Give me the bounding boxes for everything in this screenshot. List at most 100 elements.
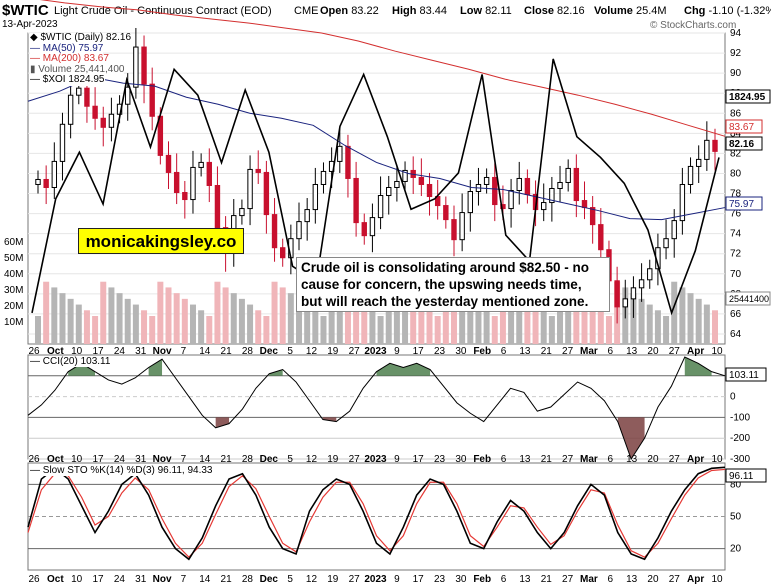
volume-bar [181, 298, 188, 344]
candle-body [541, 202, 547, 211]
date-label: Feb [473, 574, 491, 585]
quote-volume: Volume 25.4M [594, 5, 667, 17]
candle-body [679, 183, 686, 222]
volume-tag-text: 25441400 [729, 294, 769, 304]
candle-body [84, 87, 90, 107]
candle-body [687, 165, 694, 185]
volume-bar [141, 310, 148, 344]
date-label: 2023 [364, 454, 387, 465]
date-label: 21 [221, 346, 233, 357]
volume-bar [450, 287, 457, 344]
volume-bar [516, 293, 523, 344]
volume-bars [35, 281, 718, 344]
volume-bar [573, 293, 580, 344]
volume-bar [597, 310, 604, 344]
candle-body [369, 217, 376, 237]
date-label: 27 [562, 574, 574, 585]
volume-bar [59, 293, 66, 344]
date-label: 5 [287, 574, 293, 585]
xoi-price-tag: 1824.95 [725, 89, 771, 104]
cci-tag-text: 103.11 [729, 370, 759, 381]
sto-d-line [27, 468, 726, 559]
volume-bar [222, 287, 229, 344]
candle-body [671, 220, 677, 240]
date-label: Oct [47, 346, 64, 357]
date-label: 23 [434, 574, 446, 585]
candle-body [508, 190, 514, 210]
candle-body [108, 113, 115, 128]
date-axis-labels-bottom: 26 Oct 10 17 24 31 Nov 7 14 21 28 Dec 5 12 19 27 2023 9 17… [28, 574, 723, 585]
volume-bar [630, 293, 637, 344]
candle-body [622, 298, 628, 308]
candle-body [304, 209, 310, 223]
volume-axis-ticks: 60M 50M 40M 30M 20M 10M [4, 237, 23, 328]
candle-body [377, 195, 384, 219]
date-label: Dec [260, 454, 279, 465]
date-label: 13 [519, 454, 531, 465]
cci-tick-label: 0 [730, 392, 736, 403]
volume-bar [402, 293, 409, 344]
candle-body [247, 168, 253, 210]
volume-bar [459, 293, 466, 344]
volume-bar [263, 316, 270, 344]
legend-xoi: — $XOI 1824.95 [30, 74, 105, 86]
volume-bar [124, 298, 131, 344]
volume-bar [532, 304, 539, 344]
volume-tick-label: 20M [4, 301, 23, 312]
volume-bar [271, 281, 278, 344]
date-label: 13-Apr-2023 [2, 19, 58, 30]
volume-bar [475, 304, 482, 344]
ma200-tag-text: 83.67 [729, 122, 754, 133]
volume-bar [418, 304, 425, 344]
volume-bar [353, 298, 360, 344]
ma50-line [27, 76, 726, 221]
date-label: 10 [711, 454, 723, 465]
date-label: Oct [47, 454, 64, 465]
date-label: 6 [501, 454, 507, 465]
cci-panel-frame [27, 354, 726, 460]
date-label: 24 [114, 346, 126, 357]
volume-tick-label: 40M [4, 269, 23, 280]
price-tick-label: 74 [730, 229, 742, 240]
price-tick-label: 76 [730, 209, 742, 220]
price-tick-label: 94 [730, 28, 742, 39]
candle-body [557, 181, 563, 190]
candle-body [443, 205, 449, 221]
date-label: Mar [580, 574, 598, 585]
candle-body [426, 183, 433, 198]
date-label: Apr [687, 454, 704, 465]
candle-body [59, 123, 66, 162]
date-label: 19 [327, 454, 339, 465]
candle-body [704, 139, 710, 160]
sto-k-line [27, 466, 726, 561]
candle-body [638, 279, 645, 289]
candle-body [206, 161, 212, 186]
volume-bar [540, 310, 547, 344]
candle-body [459, 212, 465, 241]
date-label: 19 [327, 346, 339, 357]
candle-body [418, 176, 425, 185]
instrument-name: Light Crude Oil - Continuous Contract (E… [54, 5, 272, 17]
volume-tick-label: 10M [4, 317, 23, 328]
legend-volume: ▮ Volume 25,441,400 [30, 63, 125, 75]
candle-body [173, 171, 180, 194]
date-label: 10 [71, 346, 83, 357]
moving-average-lines [27, 0, 726, 316]
date-label: 30 [455, 574, 467, 585]
date-label: 13 [626, 574, 638, 585]
date-label: 7 [181, 454, 187, 465]
volume-bar [279, 287, 286, 344]
volume-tick-label: 30M [4, 285, 23, 296]
volume-bar [663, 316, 670, 344]
cci-value-tag: 103.11 [725, 367, 767, 382]
date-label: 5 [287, 454, 293, 465]
date-label: 6 [501, 346, 507, 357]
sto-axis-ticks: 80 50 20 [730, 479, 742, 554]
date-label: 14 [199, 346, 211, 357]
date-label: Apr [687, 346, 704, 357]
volume-bar [149, 316, 156, 344]
volume-bar [230, 293, 237, 344]
date-label: 9 [394, 574, 400, 585]
candle-body [647, 268, 653, 281]
